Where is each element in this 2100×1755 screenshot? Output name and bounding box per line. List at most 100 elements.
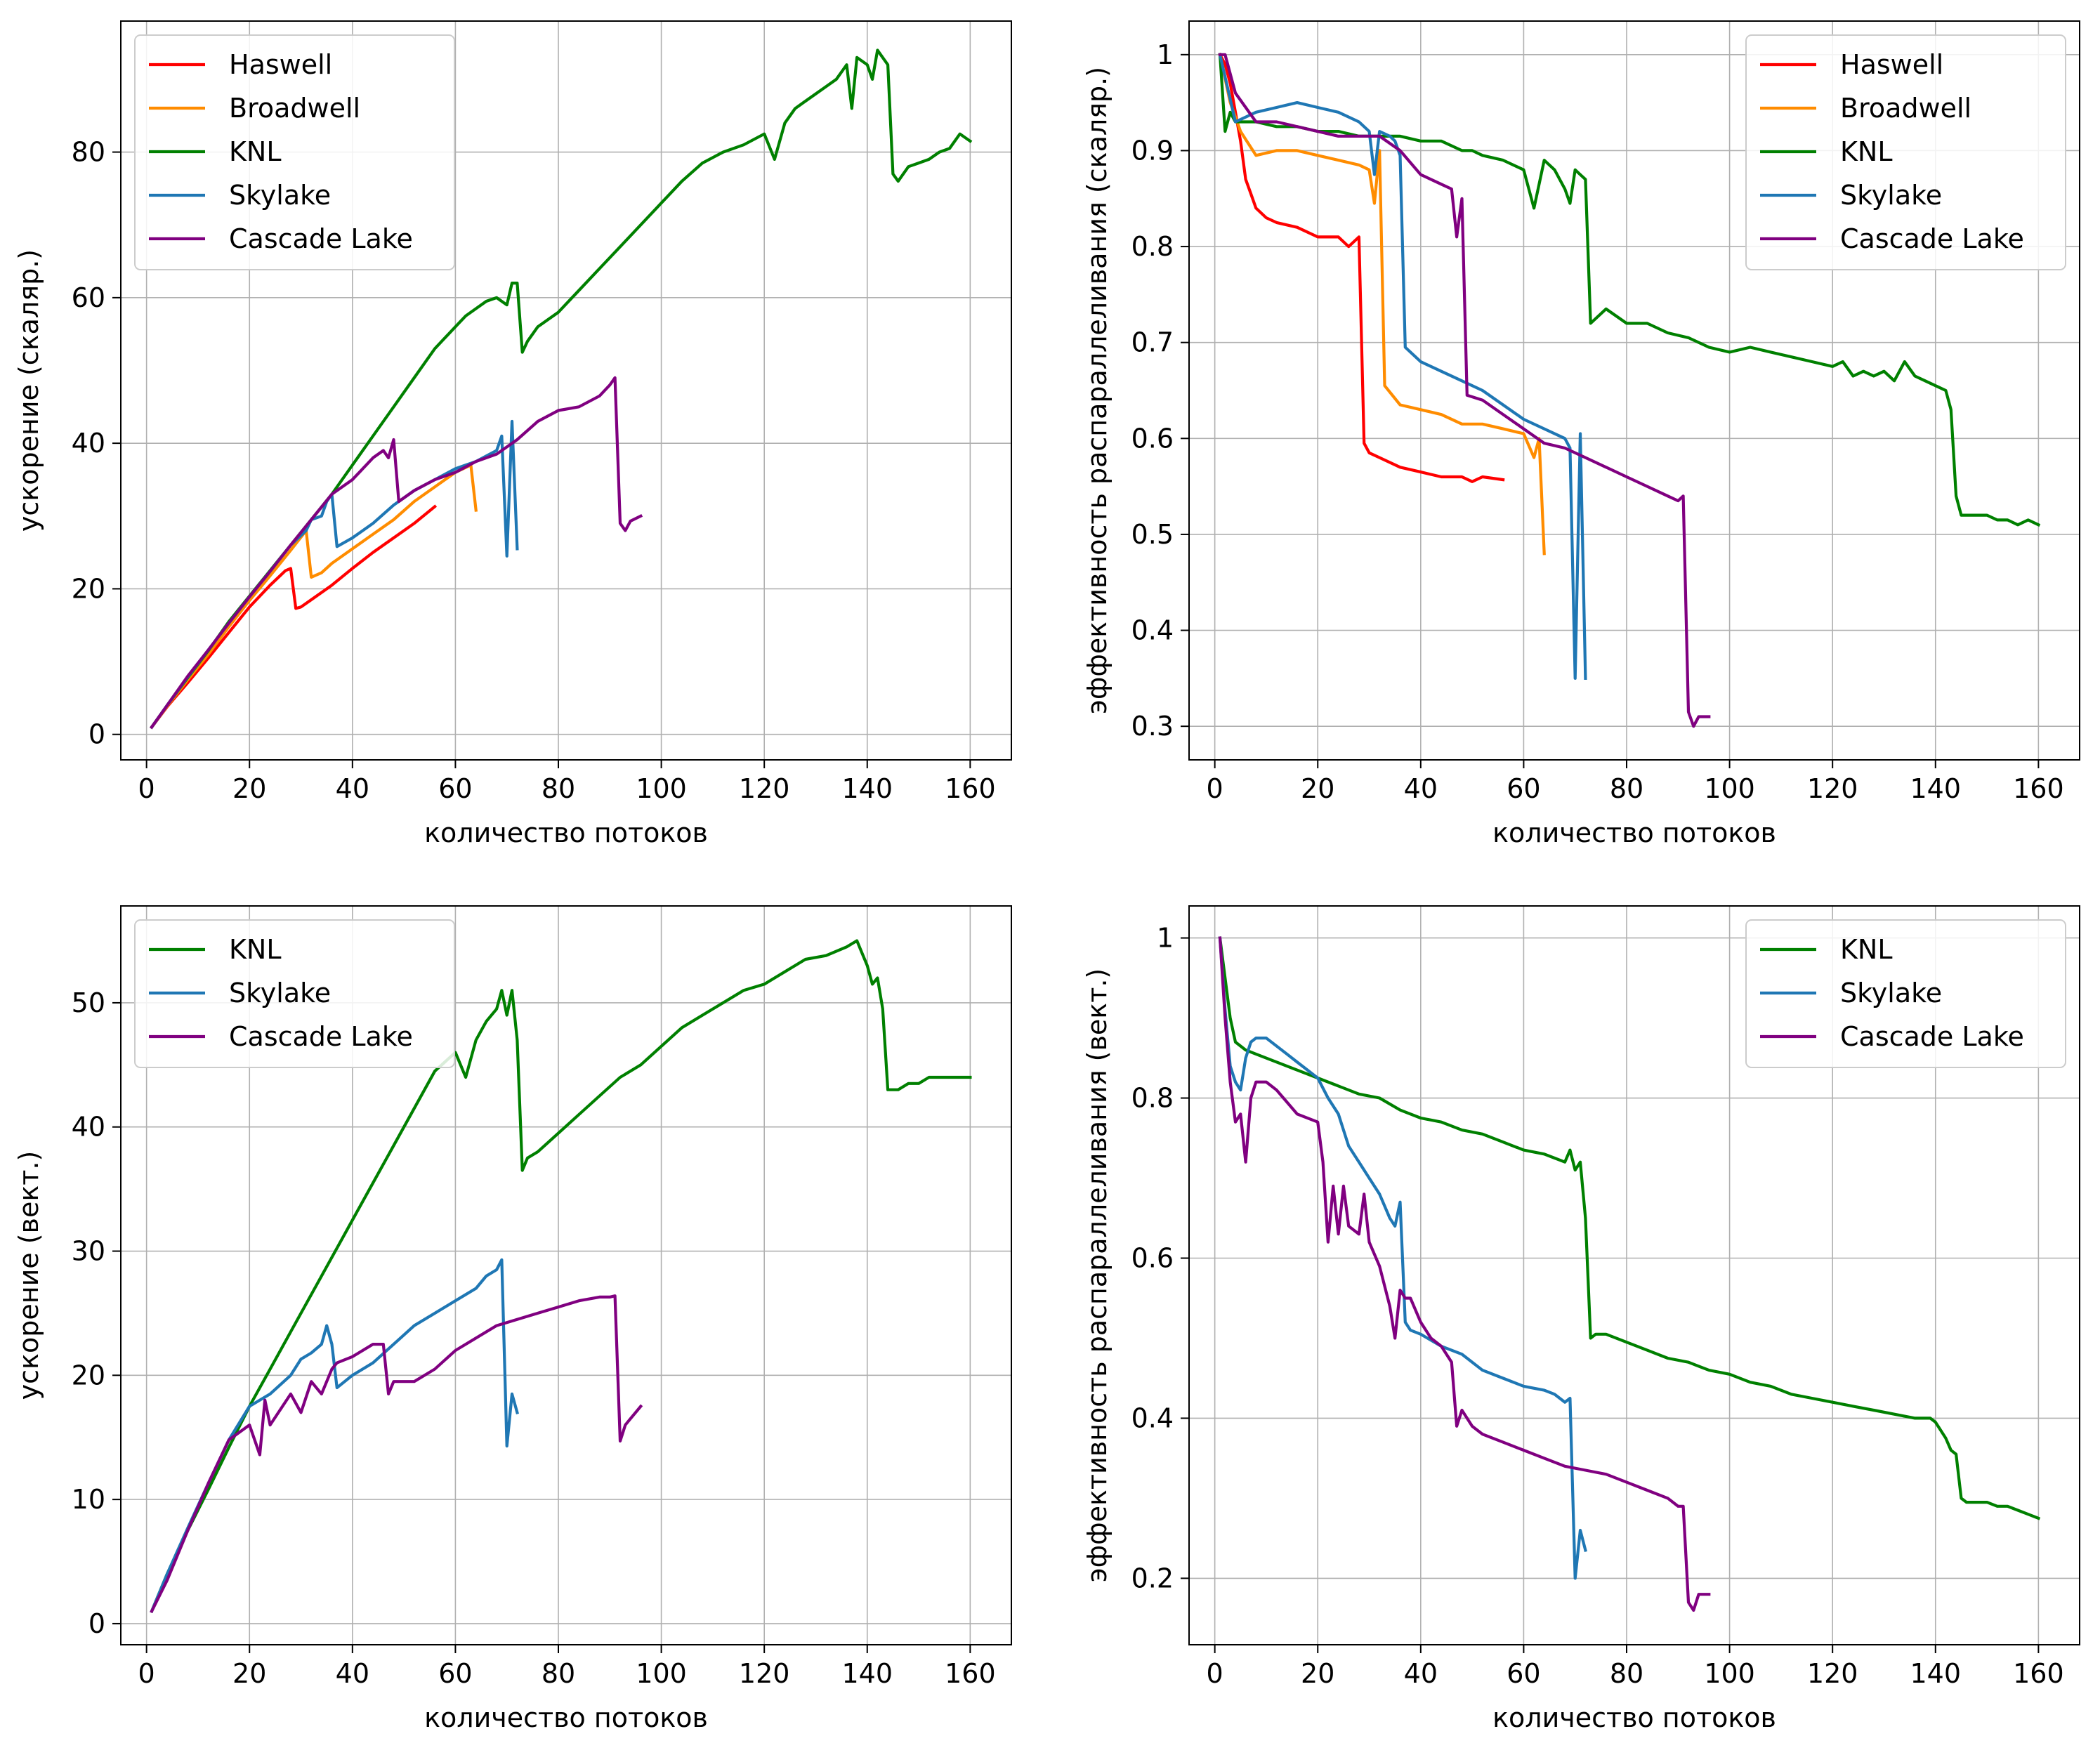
x-tick-label: 100 [636,1658,687,1689]
legend-label: KNL [229,136,282,167]
y-tick-label: 80 [72,137,105,168]
x-tick-label: 100 [1704,1658,1755,1689]
y-tick-label: 0.9 [1131,135,1174,166]
y-tick-label: 50 [72,987,105,1018]
series-line-knl [150,939,972,1614]
x-tick-label: 120 [1807,773,1858,804]
x-tick-label: 40 [336,773,369,804]
legend-label: Broadwell [1840,93,1971,124]
x-tick-label: 60 [438,1658,472,1689]
legend-label: Skylake [229,180,331,211]
legend-box [134,919,455,1068]
x-tick-label: 140 [1910,773,1962,804]
x-tick-label: 60 [438,773,472,804]
series-line-cascade-lake [1218,53,1711,728]
x-tick-label: 160 [945,773,996,804]
series-line-knl [150,48,973,730]
legend-label: Skylake [229,978,331,1008]
x-tick-label: 160 [2013,1658,2064,1689]
legend-label: Cascade Lake [1840,223,2024,254]
y-tick-label: 30 [72,1236,105,1267]
axes-frame [1188,905,2080,1645]
chart-3: 0 20 40 60 80 100 120 140 160 0 10 20 30 40 50 количест… [13,905,1012,1733]
y-tick-label: 0 [88,1608,105,1639]
x-tick-label: 20 [232,1658,266,1689]
x-tick-label: 0 [1207,1658,1223,1689]
x-tick-label: 0 [138,773,155,804]
legend-label: Broadwell [229,93,360,124]
legend-label: Skylake [1840,180,1942,211]
y-tick-label: 0 [88,719,105,750]
y-tick-label: 0.3 [1131,711,1174,742]
y-axis-label: ускорение (скаляр.) [13,249,44,532]
x-tick-label: 120 [739,1658,790,1689]
legend-label: Cascade Lake [229,223,413,254]
y-tick-label: 0.8 [1131,1083,1174,1114]
legend-label: Skylake [1840,978,1942,1008]
x-tick-label: 20 [1301,773,1334,804]
x-tick-label: 140 [1910,1658,1962,1689]
y-tick-label: 10 [72,1484,105,1515]
x-tick-label: 20 [232,773,266,804]
series-line-broadwell [150,464,478,730]
y-axis-label: эффективность распараллеливания (вект.) [1082,968,1113,1583]
legend-box [1745,34,2066,270]
legend: KNL Skylake Cascade Lake [1745,919,2066,1068]
x-tick-label: 120 [1807,1658,1858,1689]
legend-label: Haswell [1840,49,1943,80]
legend-label: Cascade Lake [1840,1021,2024,1052]
series-line-skylake [150,1258,519,1614]
legend-label: Cascade Lake [229,1021,413,1052]
y-tick-label: 20 [72,1360,105,1391]
y-tick-label: 40 [72,1112,105,1143]
series-line-skylake [1218,53,1587,681]
x-tick-label: 0 [138,1658,155,1689]
y-tick-label: 0.8 [1131,231,1174,262]
x-tick-label: 100 [636,773,687,804]
series-line-haswell [150,504,438,730]
y-tick-label: 0.5 [1131,519,1174,550]
x-axis-label: количество потоков [1492,817,1776,848]
x-tick-label: 120 [739,773,790,804]
x-tick-label: 80 [542,773,575,804]
x-tick-label: 60 [1507,773,1540,804]
legend-label: Haswell [229,49,332,80]
y-tick-label: 1 [1157,39,1174,70]
y-tick-label: 0.4 [1131,615,1174,646]
legend-label: KNL [1840,934,1893,965]
y-tick-label: 0.7 [1131,327,1174,358]
y-tick-label: 0.2 [1131,1563,1174,1593]
x-axis-label: количество потоков [1492,1702,1776,1733]
series-line-broadwell [1218,53,1546,556]
y-tick-label: 0.6 [1131,423,1174,454]
series-line-haswell [1218,52,1505,483]
chart-4: 0 20 40 60 80 100 120 140 160 0.2 0.4 0.6 0.8 1 количе… [1082,905,2080,1733]
legend: Haswell Broadwell KNL Skylake Cascade Lake [134,34,455,270]
legend-label: KNL [1840,136,1893,167]
x-tick-label: 0 [1207,773,1223,804]
x-tick-label: 40 [1404,1658,1438,1689]
legend-label: KNL [229,934,282,965]
legend-box [1745,919,2066,1068]
x-tick-label: 160 [945,1658,996,1689]
x-tick-label: 80 [542,1658,575,1689]
series-line-knl [1218,936,2041,1520]
y-tick-label: 1 [1157,923,1174,954]
y-tick-label: 60 [72,282,105,313]
x-tick-label: 80 [1610,1658,1643,1689]
axes-frame [120,905,1012,1645]
x-tick-label: 100 [1704,773,1755,804]
y-tick-label: 20 [72,573,105,604]
x-tick-label: 140 [842,773,893,804]
legend-box [134,34,455,270]
legend: Haswell Broadwell KNL Skylake Cascade Lake [1745,34,2066,270]
x-tick-label: 140 [842,1658,893,1689]
x-tick-label: 40 [336,1658,369,1689]
axes-frame [1188,20,2080,761]
axes-frame [120,20,1012,761]
y-tick-label: 0.6 [1131,1242,1174,1273]
chart-1: 0 20 40 60 80 100 120 140 160 0 20 40 60 80 количество… [13,20,1012,848]
series-line-skylake [1218,936,1587,1580]
